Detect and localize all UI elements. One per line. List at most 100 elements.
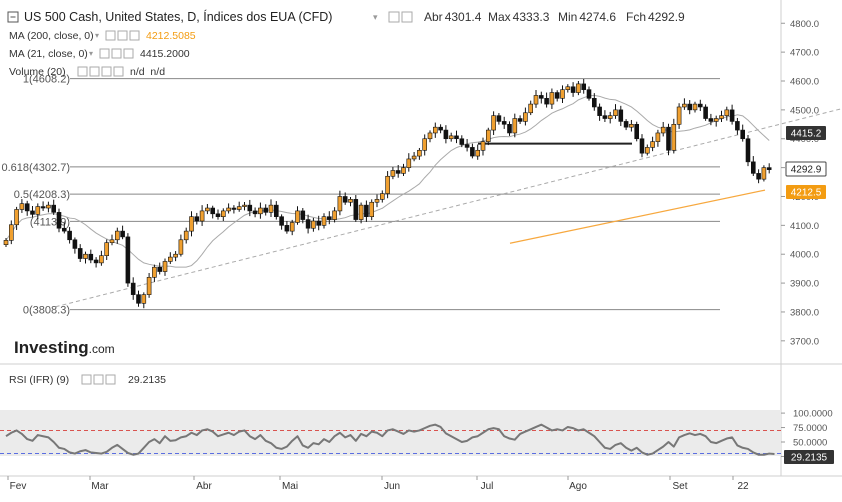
volume-settings-icons[interactable] — [77, 66, 124, 77]
candle — [634, 121, 640, 142]
candle — [19, 199, 25, 213]
ohlc-open: Abr 4301.4 — [424, 10, 482, 24]
last-price-badge-text: 4292.9 — [791, 165, 822, 176]
chart-header: US 500 Cash, United States, D, Índices d… — [7, 9, 685, 24]
candle — [491, 111, 496, 135]
time-tick-label: Ago — [569, 481, 587, 492]
time-tick-label: Jul — [481, 481, 494, 492]
price-tick-label: 4000.0 — [790, 250, 819, 261]
candle — [554, 90, 560, 102]
price-tick-label: 3700.0 — [790, 336, 819, 347]
candle — [72, 237, 78, 254]
candle — [666, 123, 671, 156]
fib-level-label: 1(4608.2) — [23, 74, 70, 86]
candle — [501, 116, 507, 129]
candle — [332, 207, 337, 223]
ma200-dropdown-icon[interactable]: ▾ — [95, 31, 99, 40]
logo-suffix: .com — [89, 342, 115, 356]
candle — [30, 206, 35, 218]
rsi-tick-label: 100.0000 — [793, 409, 833, 420]
price-tick-label: 4600.0 — [790, 77, 819, 88]
candle — [215, 209, 221, 220]
candle — [51, 199, 57, 215]
candle — [523, 107, 528, 126]
candle — [369, 199, 375, 221]
price-tick-label: 4800.0 — [790, 19, 819, 30]
title-settings-icons[interactable] — [388, 11, 413, 23]
candle — [221, 208, 226, 222]
candle — [507, 121, 512, 136]
indicator-volume[interactable]: Volume (20) n/d n/d — [9, 66, 165, 78]
candle — [379, 190, 385, 203]
price-tick-label: 4700.0 — [790, 48, 819, 59]
candle — [326, 211, 332, 225]
candle — [432, 122, 438, 138]
ohlc-low: Min 4274.6 — [558, 10, 616, 24]
time-tick-label: Jun — [384, 481, 400, 492]
rsi-tick-label: 75.0000 — [793, 423, 827, 434]
time-axis-ticks: Fev Mar Abr Mai Jun Jul Ago Set 22 — [7, 476, 749, 492]
candle — [162, 258, 168, 276]
candle — [24, 200, 30, 216]
candle — [454, 130, 459, 144]
rsi-label: RSI (IFR) (9) — [9, 374, 69, 386]
indicator-ma21[interactable]: MA (21, close, 0) ▾ 4415.2000 — [9, 48, 190, 60]
rsi-settings-icons[interactable] — [81, 374, 116, 385]
candle — [311, 217, 316, 232]
candle — [586, 86, 592, 101]
candle — [538, 91, 544, 104]
candle — [205, 203, 210, 215]
title-dropdown-icon[interactable]: ▾ — [373, 12, 378, 22]
candle — [35, 203, 41, 219]
candle — [417, 147, 422, 160]
candle — [385, 171, 390, 199]
candle — [750, 156, 756, 176]
candle — [422, 134, 428, 156]
candle — [660, 121, 666, 137]
rsi-badge: 29.2135 — [784, 450, 834, 464]
candle — [99, 250, 104, 266]
time-tick-label: Set — [672, 481, 687, 492]
candle — [745, 134, 751, 167]
candle — [655, 129, 661, 147]
candle — [485, 127, 491, 146]
candle — [152, 264, 157, 282]
ma21-settings-icons[interactable] — [99, 48, 134, 59]
candle — [173, 251, 178, 262]
candle — [268, 199, 274, 217]
candle — [401, 163, 406, 176]
candle — [374, 194, 380, 208]
candle — [565, 84, 571, 93]
rsi-header[interactable]: RSI (IFR) (9) 29.2135 — [9, 374, 166, 386]
ohlc-high: Max 4333.3 — [488, 10, 550, 24]
candle — [475, 144, 481, 160]
ma200-value: 4212.5085 — [146, 30, 196, 42]
candle — [183, 227, 189, 244]
candle — [358, 202, 364, 224]
ma21-badge-bg — [786, 126, 826, 140]
candle — [284, 221, 290, 234]
candle — [570, 82, 576, 97]
time-tick-label: Abr — [196, 481, 212, 492]
indicator-ma200[interactable]: MA (200, close, 0) ▾ 4212.5085 — [9, 30, 196, 42]
ma21-dropdown-icon[interactable]: ▾ — [89, 49, 93, 58]
candle — [676, 103, 682, 129]
candle — [93, 257, 99, 268]
last-price-badge-bg — [785, 161, 827, 177]
candle — [671, 118, 677, 154]
ma200-line — [509, 189, 766, 244]
candle — [682, 98, 687, 110]
candle — [67, 227, 72, 244]
candle — [650, 136, 655, 152]
candle — [178, 234, 184, 257]
ma200-settings-icons[interactable] — [105, 30, 140, 41]
candle — [40, 201, 46, 211]
candle — [576, 81, 581, 96]
candle — [130, 277, 136, 300]
candle — [613, 104, 618, 119]
candle — [305, 214, 311, 234]
candle — [321, 213, 327, 229]
candle — [189, 211, 194, 237]
candle — [766, 163, 772, 174]
